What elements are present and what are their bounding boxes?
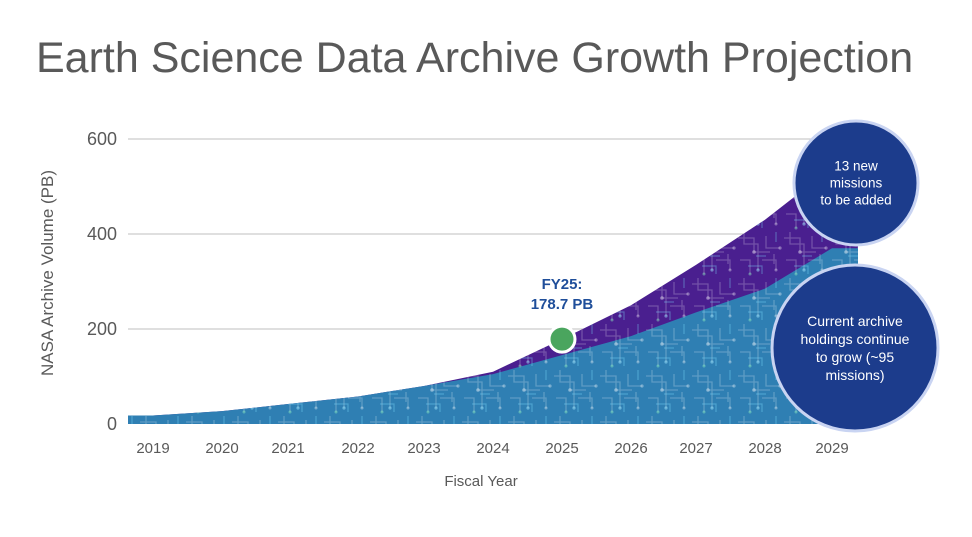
fy25-label: FY25: 178.7 PB [531,276,594,313]
annotation-text: Current archive holdings continue to grow … [801,313,910,383]
y-tick-label: 200 [87,319,117,339]
chart-title: Earth Science Data Archive Growth Projec… [36,34,914,82]
x-tick-label: 2028 [748,440,781,457]
x-tick-label: 2020 [205,440,238,457]
x-tick-label: 2024 [476,440,509,457]
y-axis-ticks: 0 200 400 600 [87,129,117,434]
x-tick-label: 2023 [407,440,440,457]
y-tick-label: 400 [87,224,117,244]
y-tick-label: 600 [87,129,117,149]
x-axis-label: Fiscal Year [444,473,517,490]
x-tick-label: 2029 [815,440,848,457]
series-area-current-holdings-texture [128,248,858,424]
x-tick-label: 2022 [341,440,374,457]
y-tick-label: 0 [107,414,117,434]
y-axis-label: NASA Archive Volume (PB) [38,170,57,376]
x-axis-ticks: 2019 2020 2021 2022 2023 2024 2025 2026 2027 2028… [136,440,848,457]
annotation-text: 13 new missions to be added [820,159,891,208]
annotation-bubble [770,263,940,433]
x-tick-label: 2026 [614,440,647,457]
x-tick-label: 2025 [545,440,578,457]
annotations: FY25: 178.7 PB 13 new missions to be added Cu… [531,119,940,433]
fy25-highlight-point [547,324,577,354]
area-series [128,167,858,424]
x-tick-label: 2027 [679,440,712,457]
x-tick-label: 2019 [136,440,169,457]
x-tick-label: 2021 [271,440,304,457]
annotation-bubble [792,119,920,247]
